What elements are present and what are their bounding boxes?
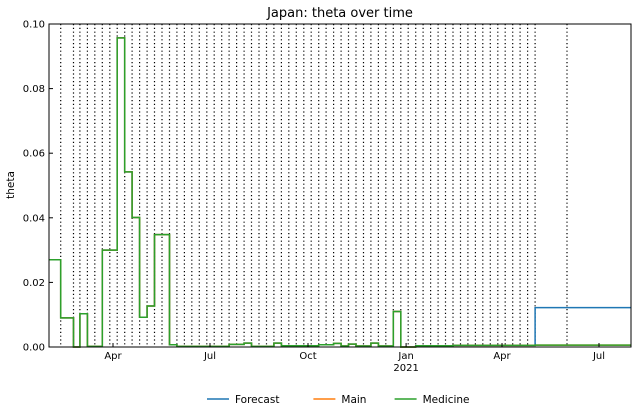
x-tick-label: Jul [203,351,216,362]
series-line-medicine [49,37,631,348]
series-line-main [49,37,631,348]
series-line-forecast [49,37,631,348]
x-tick-label: Apr [104,351,122,362]
chart-title: Japan: theta over time [266,6,413,21]
plot-frame [48,23,632,348]
x-tick-label: Jan [397,351,413,362]
x-tick-year-label: 2021 [393,363,418,374]
legend-label: Forecast [235,394,279,406]
legend: Forecast Main Medicine [207,394,470,406]
change-point-lines [60,24,568,347]
y-tick-label: 0.08 [23,84,45,95]
x-tick-label: Oct [299,351,316,362]
legend-item-forecast: Forecast [207,394,279,406]
series-group [49,37,631,348]
y-tick-label: 0.02 [23,278,45,289]
legend-label: Medicine [423,394,470,406]
x-tick-label: Jul [592,351,605,362]
y-tick-label: 0.10 [23,20,45,31]
legend-label: Main [341,394,366,406]
y-axis-label: theta [5,171,17,199]
y-tick-label: 0.04 [23,213,45,224]
legend-item-main: Main [313,394,366,406]
legend-item-medicine: Medicine [394,394,470,406]
y-axis-ticks: 0.00 0.02 0.04 0.06 0.08 0.10 [23,20,53,354]
x-tick-label: Apr [493,351,511,362]
y-tick-label: 0.06 [23,149,45,160]
y-tick-label: 0.00 [23,343,45,354]
